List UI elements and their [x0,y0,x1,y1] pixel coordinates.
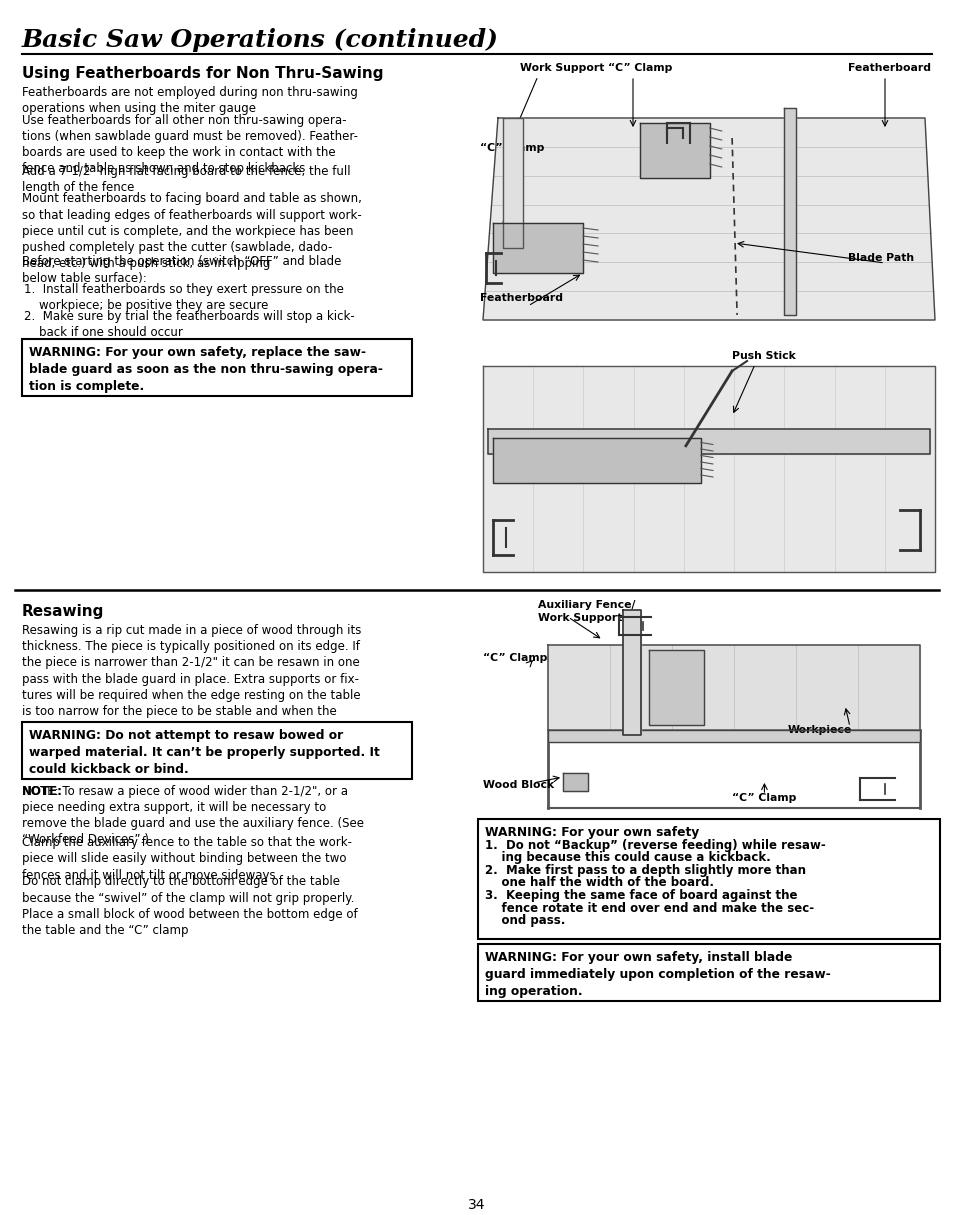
Text: one half the width of the board.: one half the width of the board. [484,876,713,889]
Text: 2.  Make sure by trial the featherboards will stop a kick-
    back if one shoul: 2. Make sure by trial the featherboards … [24,310,355,339]
Text: “C” Clamp: “C” Clamp [731,793,796,803]
Bar [477,337,939,580]
Text: Mount featherboards to facing board and table as shown,
so that leading edges of: Mount featherboards to facing board and … [22,192,361,270]
Bar [22,339,412,396]
Polygon shape [562,773,587,791]
Polygon shape [502,118,522,248]
Text: WARNING: For your own safety: WARNING: For your own safety [484,826,699,840]
Text: WARNING: For your own safety, install blade
guard immediately upon completion of: WARNING: For your own safety, install bl… [484,951,830,998]
Text: Workpiece: Workpiece [787,725,851,735]
Bar [22,723,412,779]
Text: “C” Clamp: “C” Clamp [482,652,547,663]
Text: Blade Path: Blade Path [847,253,913,262]
Text: Auxiliary Fence/: Auxiliary Fence/ [537,600,635,610]
Text: “C” Clamp: “C” Clamp [479,143,544,153]
Text: Wood Block: Wood Block [482,780,554,790]
Text: NOTE:: NOTE: [22,785,63,798]
Text: NOTE: To resaw a piece of wood wider than 2-1/2", or a
piece needing extra suppo: NOTE: To resaw a piece of wood wider tha… [22,785,364,847]
Text: Do not clamp directly to the bottom edge of the table
because the “swivel” of th: Do not clamp directly to the bottom edge… [22,876,357,937]
Polygon shape [488,429,929,453]
Text: 2.  Make first pass to a depth slightly more than: 2. Make first pass to a depth slightly m… [484,864,805,877]
Text: ond pass.: ond pass. [484,914,565,927]
Text: Using Featherboards for Non Thru-Sawing: Using Featherboards for Non Thru-Sawing [22,66,383,81]
Polygon shape [482,118,934,320]
Text: 1.  Install featherboards so they exert pressure on the
    workpiece; be positi: 1. Install featherboards so they exert p… [24,283,343,312]
Text: WARNING: Do not attempt to resaw bowed or
warped material. It can’t be properly : WARNING: Do not attempt to resaw bowed o… [29,729,379,776]
Text: Push Stick: Push Stick [731,351,795,361]
Text: Featherboard: Featherboard [479,293,562,303]
Text: Use featherboards for all other non thru-sawing opera-
tions (when sawblade guar: Use featherboards for all other non thru… [22,113,357,175]
Bar [477,58,939,330]
Text: Featherboards are not employed during non thru-sawing
operations when using the : Featherboards are not employed during no… [22,86,357,115]
Polygon shape [547,645,919,730]
Text: Resawing is a rip cut made in a piece of wood through its
thickness. The piece i: Resawing is a rip cut made in a piece of… [22,625,361,751]
Bar [477,944,939,1000]
Text: Featherboard: Featherboard [847,63,930,73]
Text: Before starting the operation (switch “OFF” and blade
below table surface):: Before starting the operation (switch “O… [22,255,341,284]
Text: Work Support: Work Support [519,63,604,73]
Polygon shape [547,730,919,742]
Polygon shape [648,650,703,725]
Text: Clamp the auxiliary fence to the table so that the work-
piece will slide easily: Clamp the auxiliary fence to the table s… [22,836,352,882]
Bar [477,819,939,939]
Text: “C” Clamp: “C” Clamp [607,63,672,73]
Polygon shape [639,123,709,179]
Text: Add a 7-1/2" high flat facing board to the fence, the full
length of the fence: Add a 7-1/2" high flat facing board to t… [22,165,351,194]
Text: Resawing: Resawing [22,604,104,618]
Text: fence rotate it end over end and make the sec-: fence rotate it end over end and make th… [484,902,813,915]
Text: WARNING: For your own safety, replace the saw-
blade guard as soon as the non th: WARNING: For your own safety, replace th… [29,346,382,392]
Text: 1.  Do not “Backup” (reverse feeding) while resaw-: 1. Do not “Backup” (reverse feeding) whi… [484,840,825,852]
Polygon shape [482,366,934,572]
Polygon shape [783,108,796,315]
Text: 34: 34 [468,1198,485,1213]
Text: ing because this could cause a kickback.: ing because this could cause a kickback. [484,852,770,865]
Text: 3.  Keeping the same face of board against the: 3. Keeping the same face of board agains… [484,889,797,902]
Polygon shape [493,439,700,484]
Text: Basic Saw Operations (continued): Basic Saw Operations (continued) [22,28,498,52]
Text: Work Support: Work Support [537,614,621,623]
Polygon shape [493,224,582,273]
Bar [477,595,939,813]
Polygon shape [622,610,640,735]
